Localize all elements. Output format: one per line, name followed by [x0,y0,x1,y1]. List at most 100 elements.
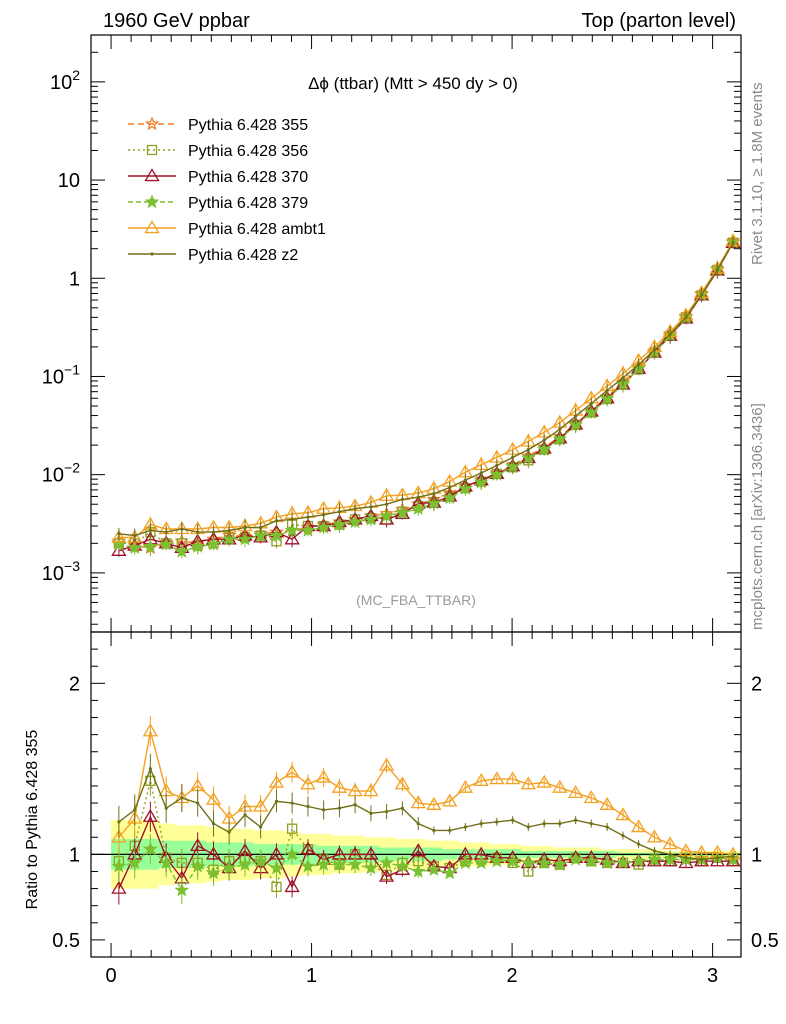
data-point [117,532,121,536]
ratio-point [243,813,247,817]
legend-entry: Pythia 6.428 z2 [128,247,298,264]
ratio-point [337,806,342,810]
y-tick-label: 10−3 [42,558,80,585]
ratio-point [731,854,735,858]
ratio-point [615,807,631,821]
ratio-point [410,843,426,857]
ratio-point [331,779,348,793]
data-point [190,538,205,553]
data-point [552,431,568,446]
ratio-point [211,821,216,826]
ratio-point [363,783,379,797]
y-tick-label-base: 10 [50,72,72,94]
ratio-point [652,849,657,853]
rivet-label: Rivet 3.1.10, ≥ 1.8M events [749,83,766,266]
ratio-point [111,829,127,843]
ratio-point [384,810,389,814]
ratio-point [715,856,720,860]
data-point [458,481,473,495]
ratio-point [322,808,326,812]
ratio-point [268,774,285,788]
y-tick-label-base: 1 [69,268,80,290]
ratio-point [458,855,473,870]
series-3 [111,234,741,559]
series-0 [111,233,741,556]
x-tick-label: 3 [707,965,718,987]
ratio-point [290,801,294,805]
ratio-point [180,796,184,800]
analysis-tag: (MC_FBA_TTBAR) [356,592,476,608]
y-tick-label: 1 [69,268,80,290]
ratio-point [432,828,436,833]
data-point [410,501,426,515]
ratio-point [190,838,206,852]
ratio-panel: 0.5 0.5 1 1 2 2 0 1 2 3 Ratio to Pythia 6.428 355 [24,631,779,987]
ratio-point [284,846,300,861]
ratio-point [584,853,599,868]
data-point [369,505,373,509]
y-tick-label-exponent: 2 [72,67,80,83]
data-point [473,474,489,489]
series-line [118,242,734,537]
ratio-point [536,855,552,870]
data-point [284,531,300,545]
header-left: 1960 GeV ppbar [103,10,250,32]
ratio-point [274,799,279,803]
data-point [384,502,389,506]
ratio-point [542,821,546,826]
ratio-point [473,855,489,870]
ratio-point [190,858,205,873]
ratio-frame [90,631,742,958]
ratio-point [699,857,704,862]
data-point [558,427,562,431]
ratio-point [631,853,646,868]
y-tick-label-base: 10 [42,563,64,585]
ratio-point [253,798,269,812]
ratio-point [206,865,221,880]
ratio-point [378,868,395,882]
series-5 [117,236,735,543]
ratio-y-tick-label-right: 0.5 [751,930,779,952]
ratio-point [552,856,568,871]
legend-marker [144,168,160,182]
data-point [637,363,641,367]
ratio-point [353,803,357,807]
y-tick-label-exponent: −3 [64,558,80,574]
ratio-series-3 [111,834,741,905]
data-point [211,530,216,534]
data-point [363,511,379,526]
ratio-y-tick-label-left: 1 [69,844,80,866]
data-point [253,527,268,542]
ratio-point [526,825,530,829]
ratio-point [568,785,584,798]
data-point [148,528,152,533]
data-point [584,404,599,419]
data-point [599,391,615,406]
ratio-point [395,858,410,873]
ratio-y-tick-label-right: 1 [751,844,762,866]
data-point [332,516,347,531]
data-point [379,508,394,523]
data-point [536,441,552,456]
data-point [526,448,530,452]
ratio-point [684,856,688,860]
mcplots-label: mcplots.cern.ch [arXiv:1306.3436] [749,403,766,630]
data-point [180,527,184,531]
ratio-point [400,806,405,810]
ratio-point [237,856,253,871]
data-point [206,536,221,551]
series-2 [111,234,741,557]
series-4 [111,233,741,545]
ratio-point [599,855,615,870]
ratio-point [646,829,663,843]
ratio-point [574,818,578,822]
ratio-point [164,806,168,810]
data-point [395,505,410,519]
data-point [568,417,583,432]
data-point [143,538,158,553]
data-point [463,478,467,482]
data-point [589,401,593,406]
data-point [605,388,609,393]
data-point [715,268,720,272]
y-tick-label: 102 [50,67,80,94]
